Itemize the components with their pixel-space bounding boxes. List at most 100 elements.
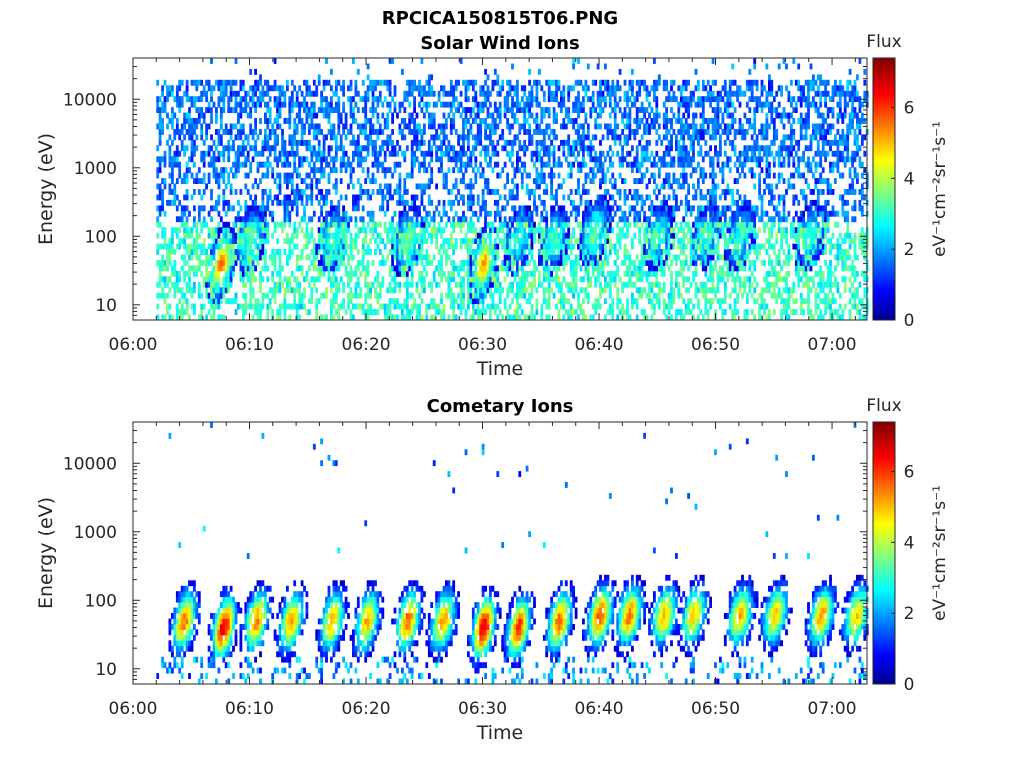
- heatmap-cell: [317, 276, 321, 283]
- heatmap-cell: [633, 270, 637, 277]
- heatmap-cell: [628, 221, 632, 228]
- heatmap-cell: [320, 90, 323, 97]
- heatmap-cell: [215, 178, 218, 184]
- heatmap-cell: [432, 303, 436, 310]
- heatmap-cell: [562, 260, 566, 266]
- heatmap-cell: [591, 210, 595, 217]
- heatmap-cell: [168, 172, 172, 179]
- heatmap-cell: [523, 167, 527, 174]
- heatmap-cell: [459, 167, 463, 174]
- heatmap-cell: [496, 90, 500, 97]
- heatmap-cell: [168, 314, 172, 321]
- heatmap-cell: [349, 112, 353, 119]
- heatmap-cell: [555, 281, 558, 288]
- heatmap-cell: [161, 129, 164, 135]
- heatmap-cell: [604, 156, 607, 163]
- heatmap-cell: [259, 161, 262, 168]
- heatmap-cell: [330, 156, 333, 163]
- heatmap-cell: [579, 221, 583, 228]
- heatmap-cell: [489, 309, 492, 315]
- heatmap-cell: [528, 227, 531, 234]
- heatmap-cell: [508, 281, 512, 288]
- heatmap-cell: [645, 216, 649, 223]
- heatmap-cell: [283, 276, 287, 283]
- heatmap-cell: [361, 107, 365, 113]
- heatmap-cell: [383, 118, 387, 124]
- heatmap-cell: [440, 129, 443, 135]
- heatmap-cell: [178, 270, 182, 277]
- heatmap-cell: [653, 270, 656, 277]
- heatmap-cell: [332, 298, 336, 305]
- heatmap-cell: [564, 112, 568, 119]
- heatmap-cell: [241, 265, 245, 272]
- heatmap-cell: [349, 129, 353, 135]
- heatmap-cell: [330, 287, 333, 294]
- heatmap-cell: [599, 287, 602, 294]
- heatmap-cell: [655, 232, 659, 239]
- heatmap-cell: [413, 96, 416, 103]
- heatmap-cell: [586, 238, 590, 244]
- heatmap-cell: [638, 178, 642, 184]
- heatmap-cell: [310, 276, 314, 283]
- heatmap-cell: [523, 210, 527, 217]
- heatmap-cell: [239, 112, 243, 119]
- heatmap-cell: [374, 249, 377, 255]
- heatmap-cell: [479, 210, 483, 217]
- heatmap-cell: [479, 150, 483, 157]
- heatmap-cell: [626, 150, 629, 157]
- heatmap-cell: [445, 118, 448, 124]
- heatmap-cell: [635, 189, 639, 195]
- heatmap-cell: [393, 167, 397, 174]
- heatmap-cell: [655, 210, 659, 217]
- heatmap-cell: [579, 79, 583, 86]
- heatmap-cell: [344, 118, 348, 124]
- heatmap-cell: [241, 85, 245, 92]
- heatmap-cell: [530, 150, 534, 157]
- heatmap-cell: [523, 276, 527, 283]
- heatmap-cell: [440, 314, 443, 321]
- heatmap-cell: [352, 254, 355, 261]
- heatmap-cell: [520, 107, 524, 113]
- heatmap-cell: [418, 232, 421, 239]
- heatmap-cell: [486, 303, 490, 310]
- heatmap-cell: [435, 183, 438, 190]
- heatmap-cell: [261, 238, 265, 244]
- heatmap-cell: [545, 232, 549, 239]
- heatmap-cell: [200, 260, 204, 266]
- heatmap-cell: [398, 270, 402, 277]
- heatmap-cell: [440, 101, 443, 108]
- heatmap-cell: [418, 243, 421, 250]
- heatmap-cell: [601, 194, 605, 201]
- heatmap-cell: [286, 238, 289, 244]
- heatmap-cell: [601, 172, 605, 179]
- heatmap-cell: [349, 265, 353, 272]
- heatmap-cell: [503, 145, 507, 152]
- heatmap-cell: [241, 139, 245, 146]
- heatmap-cell: [295, 276, 299, 283]
- heatmap-cell: [197, 96, 201, 103]
- heatmap-cell: [405, 265, 409, 272]
- heatmap-cell: [626, 112, 629, 119]
- heatmap-cell: [205, 314, 208, 321]
- heatmap-cell: [445, 183, 448, 190]
- heatmap-cell: [212, 85, 216, 92]
- heatmap-cell: [222, 145, 226, 152]
- heatmap-cell: [638, 167, 642, 174]
- heatmap-cell: [452, 96, 456, 103]
- heatmap-cell: [440, 150, 443, 157]
- heatmap-cell: [310, 287, 314, 294]
- heatmap-cell: [205, 183, 208, 190]
- heatmap-cell: [503, 243, 507, 250]
- heatmap-cell: [550, 172, 553, 179]
- heatmap-cell: [219, 167, 223, 174]
- heatmap-cell: [202, 260, 206, 266]
- heatmap-cell: [413, 205, 416, 212]
- heatmap-cell: [222, 276, 226, 283]
- heatmap-cell: [606, 129, 610, 135]
- heatmap-cell: [371, 112, 375, 119]
- heatmap-cell: [210, 287, 213, 294]
- heatmap-cell: [286, 150, 289, 157]
- heatmap-cell: [403, 227, 407, 234]
- heatmap-cell: [383, 150, 387, 157]
- heatmap-cell: [308, 265, 311, 272]
